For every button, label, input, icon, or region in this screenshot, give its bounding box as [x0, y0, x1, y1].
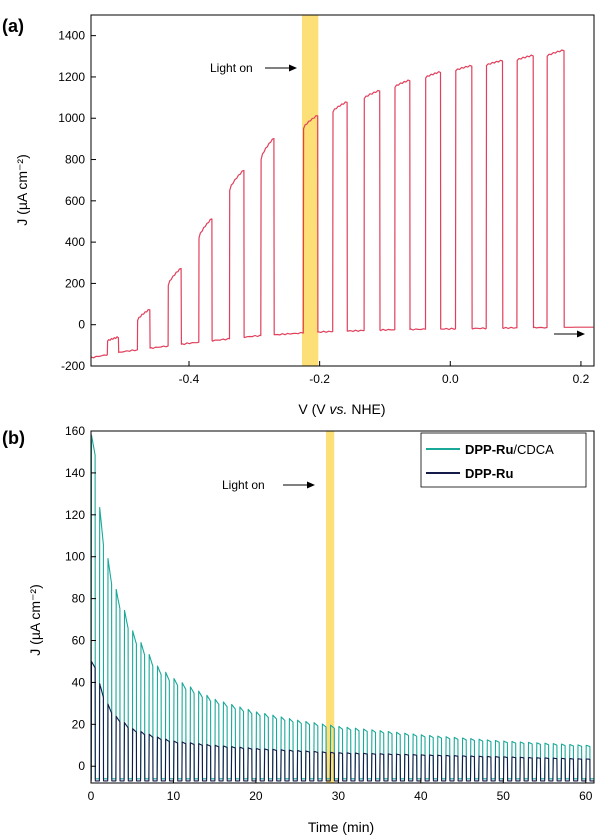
- panel-b-light-on-arrowhead: [307, 481, 315, 489]
- panel-b-plot-frame: [90, 430, 595, 784]
- panel-b-x-tick-label: 30: [332, 789, 346, 803]
- panel-b-series-dpp-ru: [90, 660, 594, 782]
- panel-a-x-axis-title: V (V vs. NHE): [298, 401, 385, 417]
- panel-b-x-tick-label: 20: [249, 789, 263, 803]
- panel-a-plot-area: [90, 49, 594, 359]
- panel-a-plot-frame: [90, 14, 595, 367]
- panel-b-x-axis-title: Time (min): [308, 819, 374, 835]
- panel-b-x-tick-label: 40: [414, 789, 428, 803]
- legend-box: [420, 432, 587, 488]
- panel-b-series-dpp-ru-cdca: [90, 434, 594, 780]
- legend-label-dpp-ru-cdca: DPP-Ru/CDCA: [465, 442, 554, 457]
- panel-a-light-on-annotation: Light on: [210, 61, 253, 75]
- panel-a-label: (a): [2, 16, 24, 36]
- panel-a-x-tick-label: 0.0: [442, 372, 459, 386]
- panel-a-scan-direction-arrowhead: [577, 330, 585, 338]
- panel-b-light-on-highlight: [326, 431, 335, 783]
- panel-b-plot-area: [90, 434, 594, 782]
- panel-a-y-tick-label: 0: [78, 318, 85, 332]
- panel-a-y-tick-label: 200: [65, 276, 85, 290]
- panel-b-y-tick-label: 160: [65, 424, 85, 438]
- panel-a-y-tick-label: 1400: [58, 29, 85, 43]
- panel-b-y-tick-label: 20: [72, 717, 86, 731]
- panel-a-y-tick-label: 800: [65, 153, 85, 167]
- panel-b-x-tick-label: 10: [167, 789, 181, 803]
- panel-a-y-tick-label: 1200: [58, 70, 85, 84]
- panel-b-light-on-annotation: Light on: [222, 478, 265, 492]
- panel-a-x-tick-label: -0.4: [179, 372, 200, 386]
- panel-a-y-tick-label: 600: [65, 194, 85, 208]
- legend-label-dpp-ru: DPP-Ru: [465, 466, 513, 481]
- panel-a-light-on-highlight: [301, 15, 319, 366]
- panel-b-y-tick-label: 100: [65, 550, 85, 564]
- panel-b-legend: DPP-Ru/CDCA DPP-Ru: [420, 432, 587, 488]
- panel-b-y-axis-title: J (µA cm⁻²): [27, 584, 43, 655]
- panel-a-x-tick-label: -0.2: [309, 372, 330, 386]
- panel-a-y-tick-label: 400: [65, 235, 85, 249]
- panel-b-y-tick-label: 140: [65, 466, 85, 480]
- panel-b: (b) 0 10 20 30 40 50 60 0 20 40 60 80 100 120 140 160 L…: [2, 424, 595, 835]
- panel-a: (a) -0.4 -0.2 0.0 0.2 -200 0 200 400 600 800 1000 1…: [2, 14, 595, 417]
- panel-b-y-tick-label: 40: [72, 675, 86, 689]
- panel-a-y-tick-label: 1000: [58, 111, 85, 125]
- panel-b-y-tick-label: 0: [78, 759, 85, 773]
- panel-a-light-on-arrowhead: [289, 64, 297, 72]
- panel-a-y-tick-label: -200: [61, 359, 85, 373]
- panel-b-x-tick-label: 0: [88, 789, 95, 803]
- panel-b-label: (b): [2, 428, 25, 448]
- panel-b-x-tick-label: 50: [497, 789, 511, 803]
- panel-a-x-tick-label: 0.2: [573, 372, 590, 386]
- panel-b-y-tick-label: 80: [72, 592, 86, 606]
- panel-b-y-tick-label: 60: [72, 634, 86, 648]
- panel-b-x-tick-label: 60: [579, 789, 593, 803]
- panel-b-y-tick-label: 120: [65, 508, 85, 522]
- panel-a-y-axis-title: J (µA cm⁻²): [14, 154, 30, 225]
- panel-a-photocurrent-series: [90, 49, 594, 359]
